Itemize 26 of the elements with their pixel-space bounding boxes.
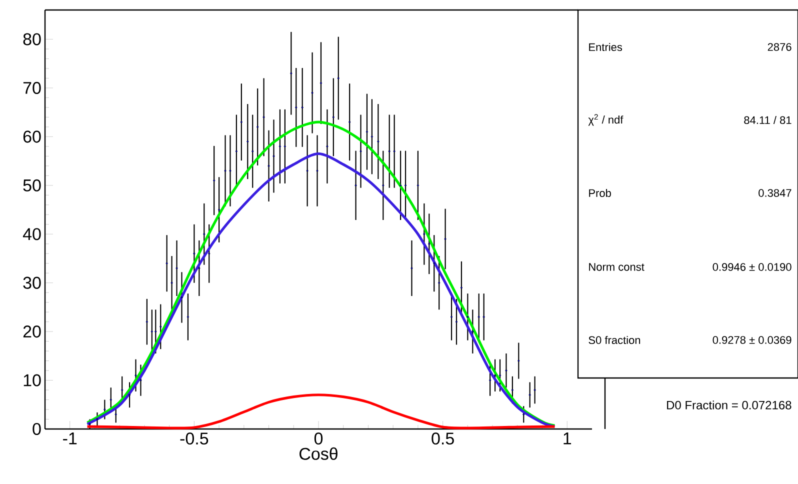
- annotation: S0 fraction: [588, 336, 640, 344]
- text: 0.9278 ± 0.0369: [712, 336, 792, 344]
- text: D0 Fraction = 0.072168: [667, 400, 792, 410]
- x-tick-label: 0.5: [432, 432, 454, 445]
- x-tick-label: 1: [564, 432, 572, 444]
- x-tick-label: 0: [314, 432, 323, 445]
- y-tick-label: 80: [23, 33, 41, 46]
- text: 2876: [768, 43, 792, 51]
- y-tick-label: 70: [23, 82, 41, 94]
- y-tick-label: 60: [23, 130, 41, 143]
- y-tick-label: 20: [23, 326, 41, 338]
- text: 84.11 / 81: [744, 116, 792, 124]
- annotation: Entries: [589, 42, 622, 52]
- y-tick-label: 40: [22, 228, 41, 240]
- text: 0.3847: [758, 189, 792, 197]
- annotation: Norm const: [589, 263, 644, 271]
- y-tick-label: 10: [24, 374, 41, 386]
- annotation: χ$^{2}$ / ndf: [588, 114, 624, 126]
- y-tick-label: 0: [32, 422, 41, 436]
- x-axis-title: Cosθ: [300, 447, 338, 460]
- y-tick-label: 30: [23, 276, 41, 289]
- x-tick-label: -1: [63, 432, 77, 444]
- text: 0.9946 ± 0.0190: [712, 263, 792, 271]
- x-tick-label: -0.5: [180, 432, 208, 445]
- y-tick-label: 50: [23, 179, 41, 192]
- annotation: Prob: [589, 188, 611, 198]
